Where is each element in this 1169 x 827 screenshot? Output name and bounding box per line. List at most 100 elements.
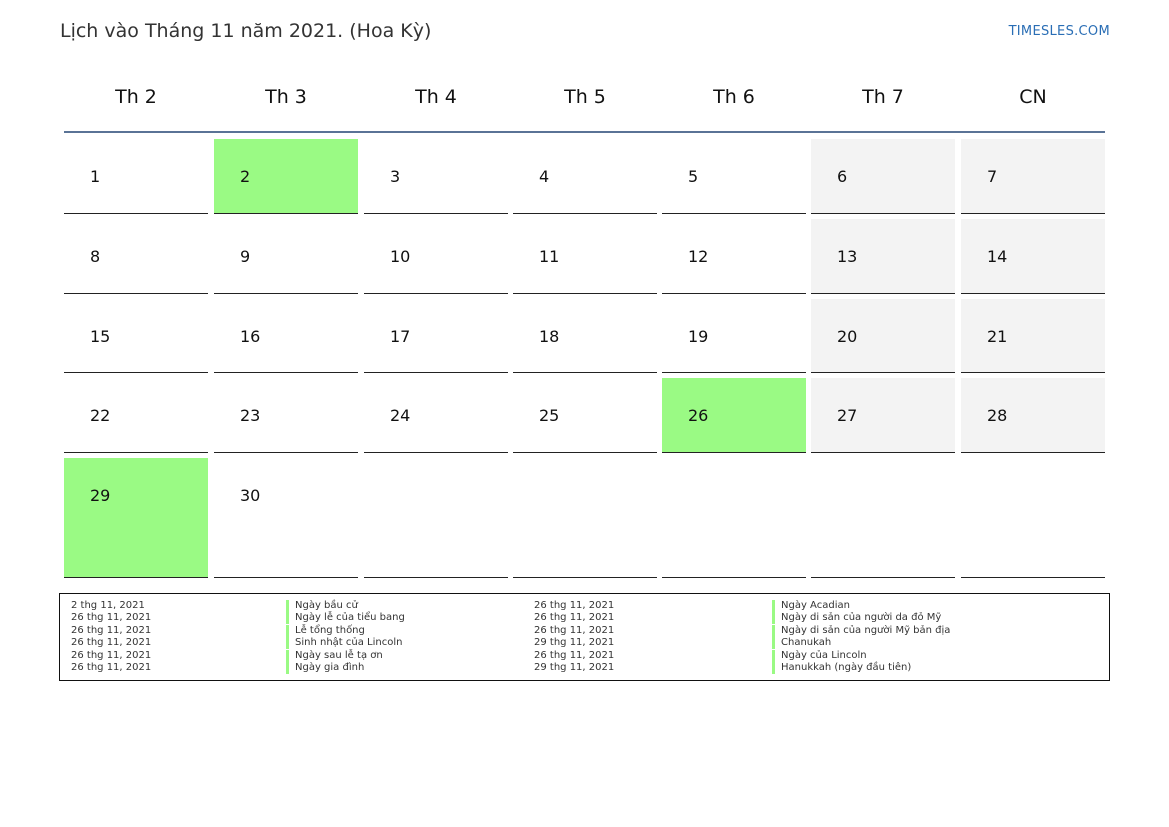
legend-date: 29 thg 11, 2021 bbox=[534, 662, 615, 673]
legend-holiday-name: Ngày sau lễ tạ ơn bbox=[286, 649, 383, 662]
day-number: 26 bbox=[688, 406, 709, 425]
empty-cell bbox=[961, 458, 1105, 578]
day-cell[interactable]: 12 bbox=[662, 219, 806, 294]
empty-cell bbox=[811, 458, 955, 578]
day-number: 14 bbox=[987, 247, 1008, 266]
legend-holiday-name: Hanukkah (ngày đầu tiên) bbox=[772, 662, 911, 674]
weekday-label: Th 3 bbox=[265, 86, 307, 108]
day-number: 21 bbox=[987, 327, 1008, 346]
day-number: 23 bbox=[240, 406, 261, 425]
legend-holiday-name: Chanukah bbox=[772, 637, 831, 650]
day-cell[interactable]: 16 bbox=[214, 299, 358, 373]
empty-cell bbox=[364, 458, 508, 578]
day-number: 11 bbox=[539, 247, 560, 266]
legend-date: 26 thg 11, 2021 bbox=[71, 624, 152, 636]
day-number: 15 bbox=[90, 327, 111, 346]
day-number: 13 bbox=[837, 247, 858, 266]
day-number: 6 bbox=[837, 167, 848, 186]
day-cell[interactable]: 4 bbox=[513, 139, 657, 214]
day-cell-holiday[interactable]: 2 bbox=[214, 139, 358, 214]
day-number: 30 bbox=[240, 486, 261, 505]
day-cell[interactable]: 13 bbox=[811, 219, 955, 294]
day-cell[interactable]: 19 bbox=[662, 299, 806, 373]
day-cell[interactable]: 20 bbox=[811, 299, 955, 373]
legend-holiday-name: Ngày gia đình bbox=[286, 662, 364, 674]
day-number: 12 bbox=[688, 247, 709, 266]
brand-link[interactable]: TIMESLES.COM bbox=[1008, 24, 1110, 39]
legend-date: 26 thg 11, 2021 bbox=[71, 637, 152, 649]
day-cell[interactable]: 6 bbox=[811, 139, 955, 214]
day-cell[interactable]: 11 bbox=[513, 219, 657, 294]
weekday-label: Th 6 bbox=[713, 86, 755, 108]
day-cell[interactable]: 28 bbox=[961, 378, 1105, 453]
weekday-label: Th 7 bbox=[862, 86, 904, 108]
day-cell[interactable]: 9 bbox=[214, 219, 358, 294]
legend-date: 26 thg 11, 2021 bbox=[534, 649, 615, 661]
day-number: 20 bbox=[837, 327, 858, 346]
empty-cell bbox=[513, 458, 657, 578]
legend-date: 2 thg 11, 2021 bbox=[71, 600, 145, 611]
day-number: 24 bbox=[390, 406, 411, 425]
weekday-label: Th 5 bbox=[564, 86, 606, 108]
holiday-legend: 2 thg 11, 2021 Ngày bầu cử 26 thg 11, 2021… bbox=[59, 593, 1110, 681]
day-cell[interactable]: 18 bbox=[513, 299, 657, 373]
legend-date: 26 thg 11, 2021 bbox=[71, 662, 152, 673]
day-cell[interactable]: 1 bbox=[64, 139, 208, 214]
day-cell-holiday[interactable]: 26 bbox=[662, 378, 806, 453]
legend-holiday-name: Sinh nhật của Lincoln bbox=[286, 637, 402, 650]
weekday-label: Th 2 bbox=[115, 86, 157, 108]
legend-holiday-name: Ngày Acadian bbox=[772, 600, 850, 612]
legend-holiday-name: Ngày di sản của người Mỹ bản địa bbox=[772, 624, 950, 637]
day-cell[interactable]: 10 bbox=[364, 219, 508, 294]
day-cell[interactable]: 3 bbox=[364, 139, 508, 214]
weekday-label: CN bbox=[1019, 86, 1047, 108]
day-number: 22 bbox=[90, 406, 111, 425]
legend-date: 26 thg 11, 2021 bbox=[534, 600, 615, 611]
legend-holiday-name: Ngày di sản của người da đỏ Mỹ bbox=[772, 612, 941, 625]
day-number: 9 bbox=[240, 247, 251, 266]
day-cell[interactable]: 25 bbox=[513, 378, 657, 453]
day-cell[interactable]: 27 bbox=[811, 378, 955, 453]
day-number: 10 bbox=[390, 247, 411, 266]
page-title: Lịch vào Tháng 11 năm 2021. (Hoa Kỳ) bbox=[60, 20, 432, 42]
day-number: 5 bbox=[688, 167, 699, 186]
day-cell[interactable]: 8 bbox=[64, 219, 208, 294]
day-cell-holiday[interactable]: 29 bbox=[64, 458, 208, 578]
day-cell[interactable]: 30 bbox=[214, 458, 358, 578]
day-number: 1 bbox=[90, 167, 101, 186]
legend-date: 26 thg 11, 2021 bbox=[534, 624, 615, 636]
day-number: 25 bbox=[539, 406, 560, 425]
legend-date: 26 thg 11, 2021 bbox=[71, 649, 152, 661]
day-number: 7 bbox=[987, 167, 998, 186]
day-number: 27 bbox=[837, 406, 858, 425]
day-number: 17 bbox=[390, 327, 411, 346]
weekday-label: Th 4 bbox=[415, 86, 457, 108]
day-cell[interactable]: 23 bbox=[214, 378, 358, 453]
legend-date: 29 thg 11, 2021 bbox=[534, 637, 615, 649]
legend-holiday-name: Ngày của Lincoln bbox=[772, 649, 867, 662]
day-cell[interactable]: 5 bbox=[662, 139, 806, 214]
day-number: 19 bbox=[688, 327, 709, 346]
day-number: 3 bbox=[390, 167, 401, 186]
day-cell[interactable]: 14 bbox=[961, 219, 1105, 294]
legend-holiday-name: Ngày lễ của tiểu bang bbox=[286, 612, 405, 625]
legend-date: 26 thg 11, 2021 bbox=[534, 612, 615, 624]
day-number: 8 bbox=[90, 247, 101, 266]
day-cell[interactable]: 22 bbox=[64, 378, 208, 453]
day-number: 16 bbox=[240, 327, 261, 346]
day-number: 29 bbox=[90, 486, 111, 505]
day-cell[interactable]: 17 bbox=[364, 299, 508, 373]
legend-holiday-name: Ngày bầu cử bbox=[286, 600, 358, 612]
day-number: 4 bbox=[539, 167, 550, 186]
day-cell[interactable]: 15 bbox=[64, 299, 208, 373]
weekday-header: Th 2 Th 3 Th 4 Th 5 Th 6 Th 7 CN bbox=[64, 86, 1105, 112]
empty-cell bbox=[662, 458, 806, 578]
legend-date: 26 thg 11, 2021 bbox=[71, 612, 152, 624]
day-cell[interactable]: 24 bbox=[364, 378, 508, 453]
day-number: 2 bbox=[240, 167, 251, 186]
day-cell[interactable]: 7 bbox=[961, 139, 1105, 214]
day-number: 28 bbox=[987, 406, 1008, 425]
day-number: 18 bbox=[539, 327, 560, 346]
header-divider bbox=[64, 131, 1105, 133]
day-cell[interactable]: 21 bbox=[961, 299, 1105, 373]
